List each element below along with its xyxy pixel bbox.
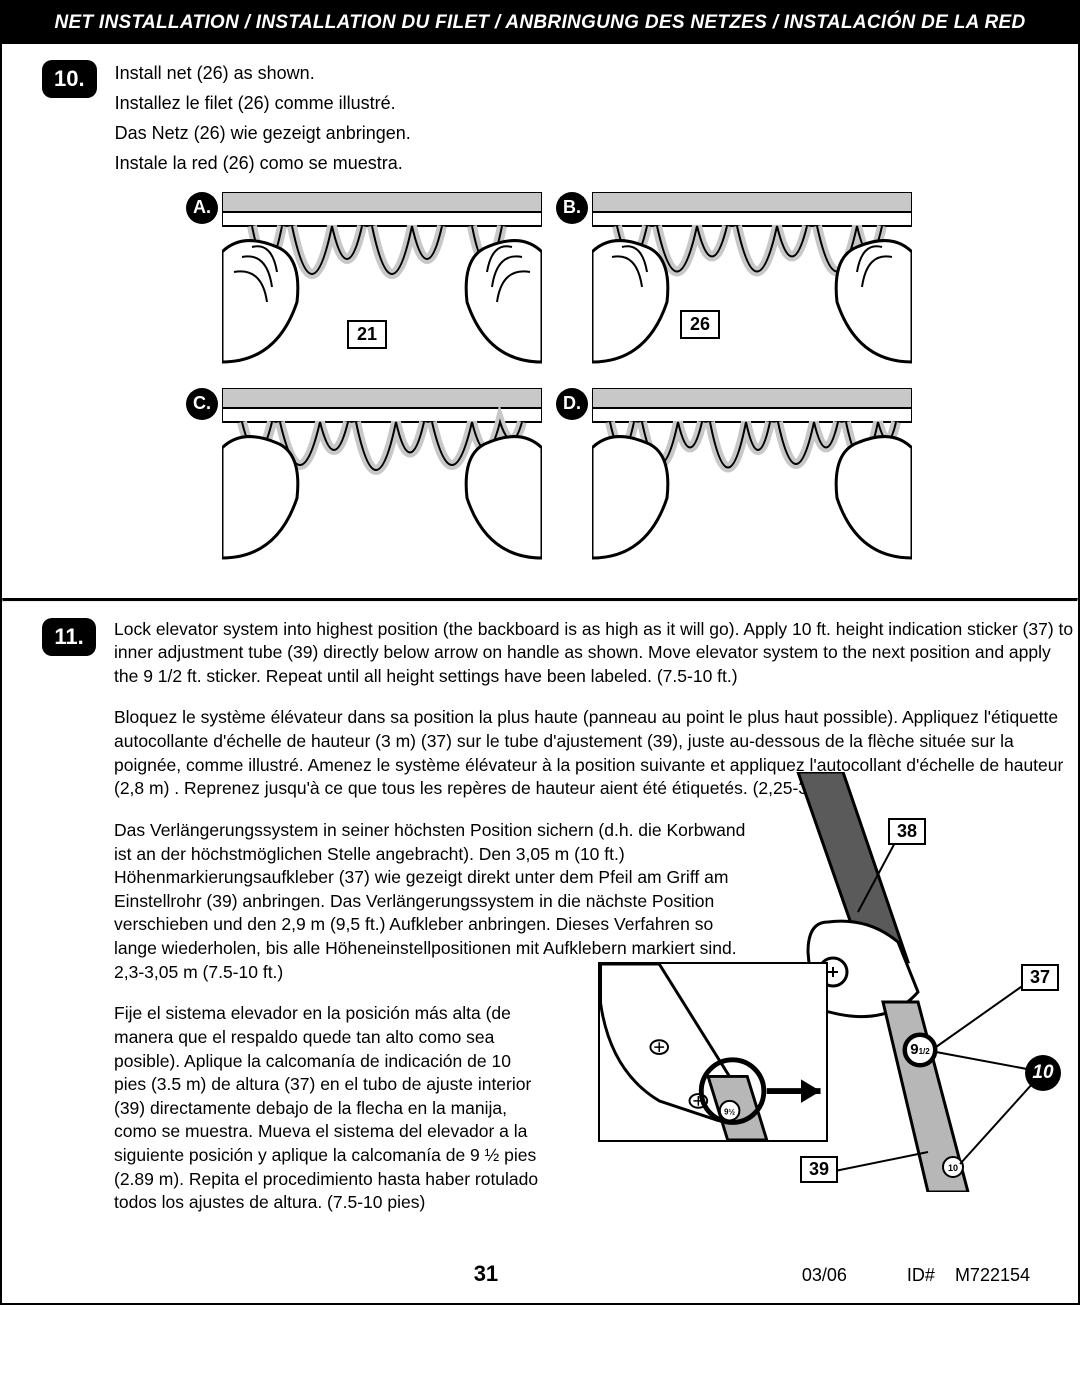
diagram-b: B. 26	[592, 192, 952, 382]
step-10-badge: 10.	[42, 60, 97, 98]
section-header: NET INSTALLATION / INSTALLATION DU FILET…	[2, 2, 1078, 44]
footer-id: ID# M722154	[907, 1265, 1030, 1286]
page-frame: NET INSTALLATION / INSTALLATION DU FILET…	[0, 0, 1080, 1305]
diagram-d: D.	[592, 388, 952, 578]
diagram-d-label: D.	[556, 388, 588, 420]
step10-line-en: Install net (26) as shown.	[115, 60, 411, 88]
page-footer: 31 03/06 ID# M722154	[2, 1253, 1078, 1303]
diagram-a-label: A.	[186, 192, 218, 224]
step-11-section: 11. Lock elevator system into highest po…	[2, 602, 1078, 1253]
step10-line-de: Das Netz (26) wie gezeigt anbringen.	[115, 120, 411, 148]
inset-svg: 9½	[600, 964, 826, 1140]
step-10-row: 10. Install net (26) as shown. Installez…	[42, 60, 1038, 180]
step10-line-fr: Installez le filet (26) comme illustré.	[115, 90, 411, 118]
diagram-c-label: C.	[186, 388, 218, 420]
sticker-9: 9	[910, 1041, 918, 1058]
id-label: ID#	[907, 1265, 935, 1285]
part-38: 38	[888, 818, 926, 845]
part-39: 39	[800, 1156, 838, 1183]
net-illustration-d	[592, 388, 912, 568]
diagram-a: A. 21	[222, 192, 582, 382]
net-illustration-b	[592, 192, 912, 372]
diagram-b-label: B.	[556, 192, 588, 224]
step-11-badge: 11.	[42, 618, 96, 656]
badge-10: 10	[1025, 1055, 1061, 1091]
step10-diagrams: A. 21 B.	[222, 192, 1038, 578]
svg-text:10: 10	[948, 1163, 958, 1173]
step-10-section: 10. Install net (26) as shown. Installez…	[2, 44, 1078, 598]
diagram-c: C.	[222, 388, 582, 578]
svg-text:9½: 9½	[724, 1107, 735, 1116]
part-37: 37	[1021, 964, 1059, 991]
callout-21: 21	[347, 320, 387, 349]
header-title: NET INSTALLATION / INSTALLATION DU FILET…	[54, 12, 1025, 33]
step11-es: Fije el sistema elevador en la posición …	[114, 1002, 544, 1215]
net-illustration-c	[222, 388, 542, 568]
step-10-text: Install net (26) as shown. Installez le …	[115, 60, 411, 180]
id-value: M722154	[955, 1265, 1030, 1285]
elevator-figure: 10 38 37 39 91/2 10	[598, 772, 1058, 1192]
page-number: 31	[170, 1261, 802, 1287]
step11-en: Lock elevator system into highest positi…	[114, 618, 1078, 689]
callout-26: 26	[680, 310, 720, 339]
sticker-half: 1/2	[919, 1047, 930, 1056]
footer-date: 03/06	[802, 1265, 847, 1286]
step10-line-es: Instale la red (26) como se muestra.	[115, 150, 411, 178]
sticker-9half: 91/2	[904, 1034, 936, 1066]
elevator-inset: 9½	[598, 962, 828, 1142]
